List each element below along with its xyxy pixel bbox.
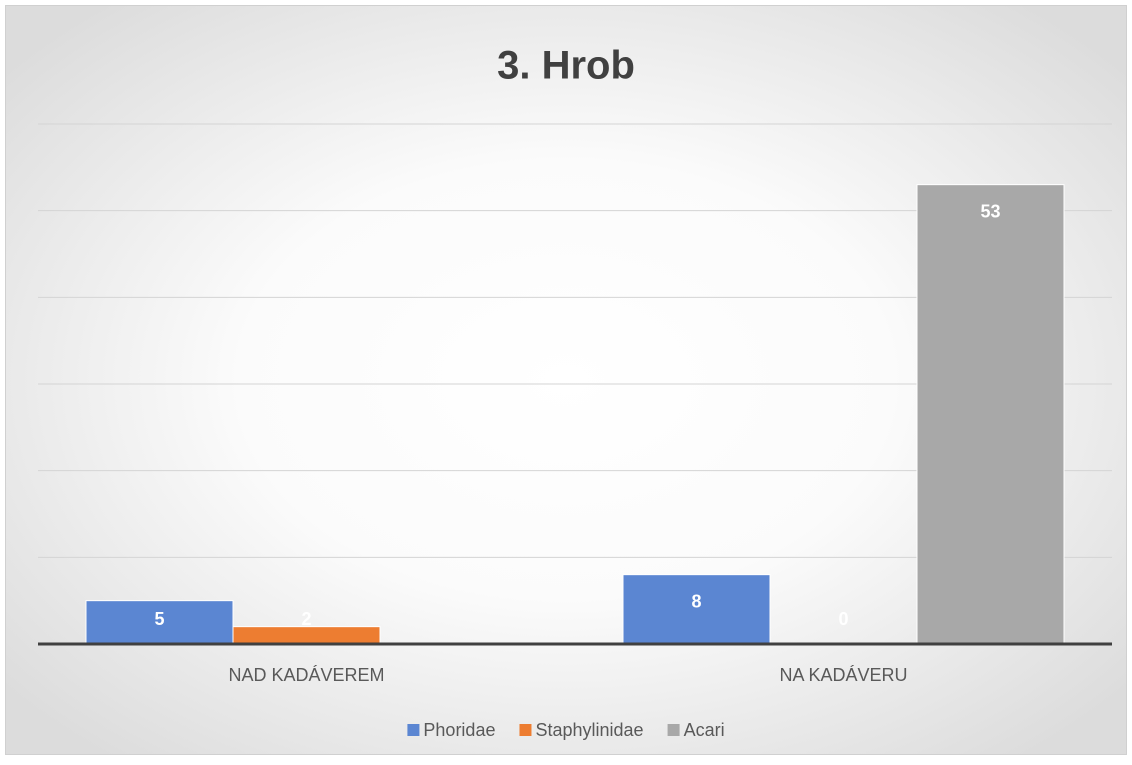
legend: Phoridae Staphylinidae Acari <box>407 720 725 740</box>
bar <box>622 574 771 645</box>
legend-label: Staphylinidae <box>535 720 643 740</box>
data-label: 53 <box>980 201 1000 221</box>
data-label: 8 <box>691 591 701 611</box>
bar <box>85 600 234 645</box>
bar <box>916 184 1065 645</box>
data-label: 2 <box>301 609 311 629</box>
data-label: 0 <box>838 609 848 629</box>
legend-label: Phoridae <box>423 720 495 740</box>
x-tick-label: NAD KADÁVEREM <box>228 665 384 685</box>
chart-title: 3. Hrob <box>497 44 635 88</box>
legend-swatch <box>407 724 420 736</box>
legend-label: Acari <box>684 720 725 740</box>
bar <box>232 626 381 645</box>
legend-swatch <box>519 724 532 736</box>
x-tick-label: NA KADÁVERU <box>779 665 907 685</box>
data-label: 5 <box>154 609 164 629</box>
legend-swatch <box>667 724 680 736</box>
